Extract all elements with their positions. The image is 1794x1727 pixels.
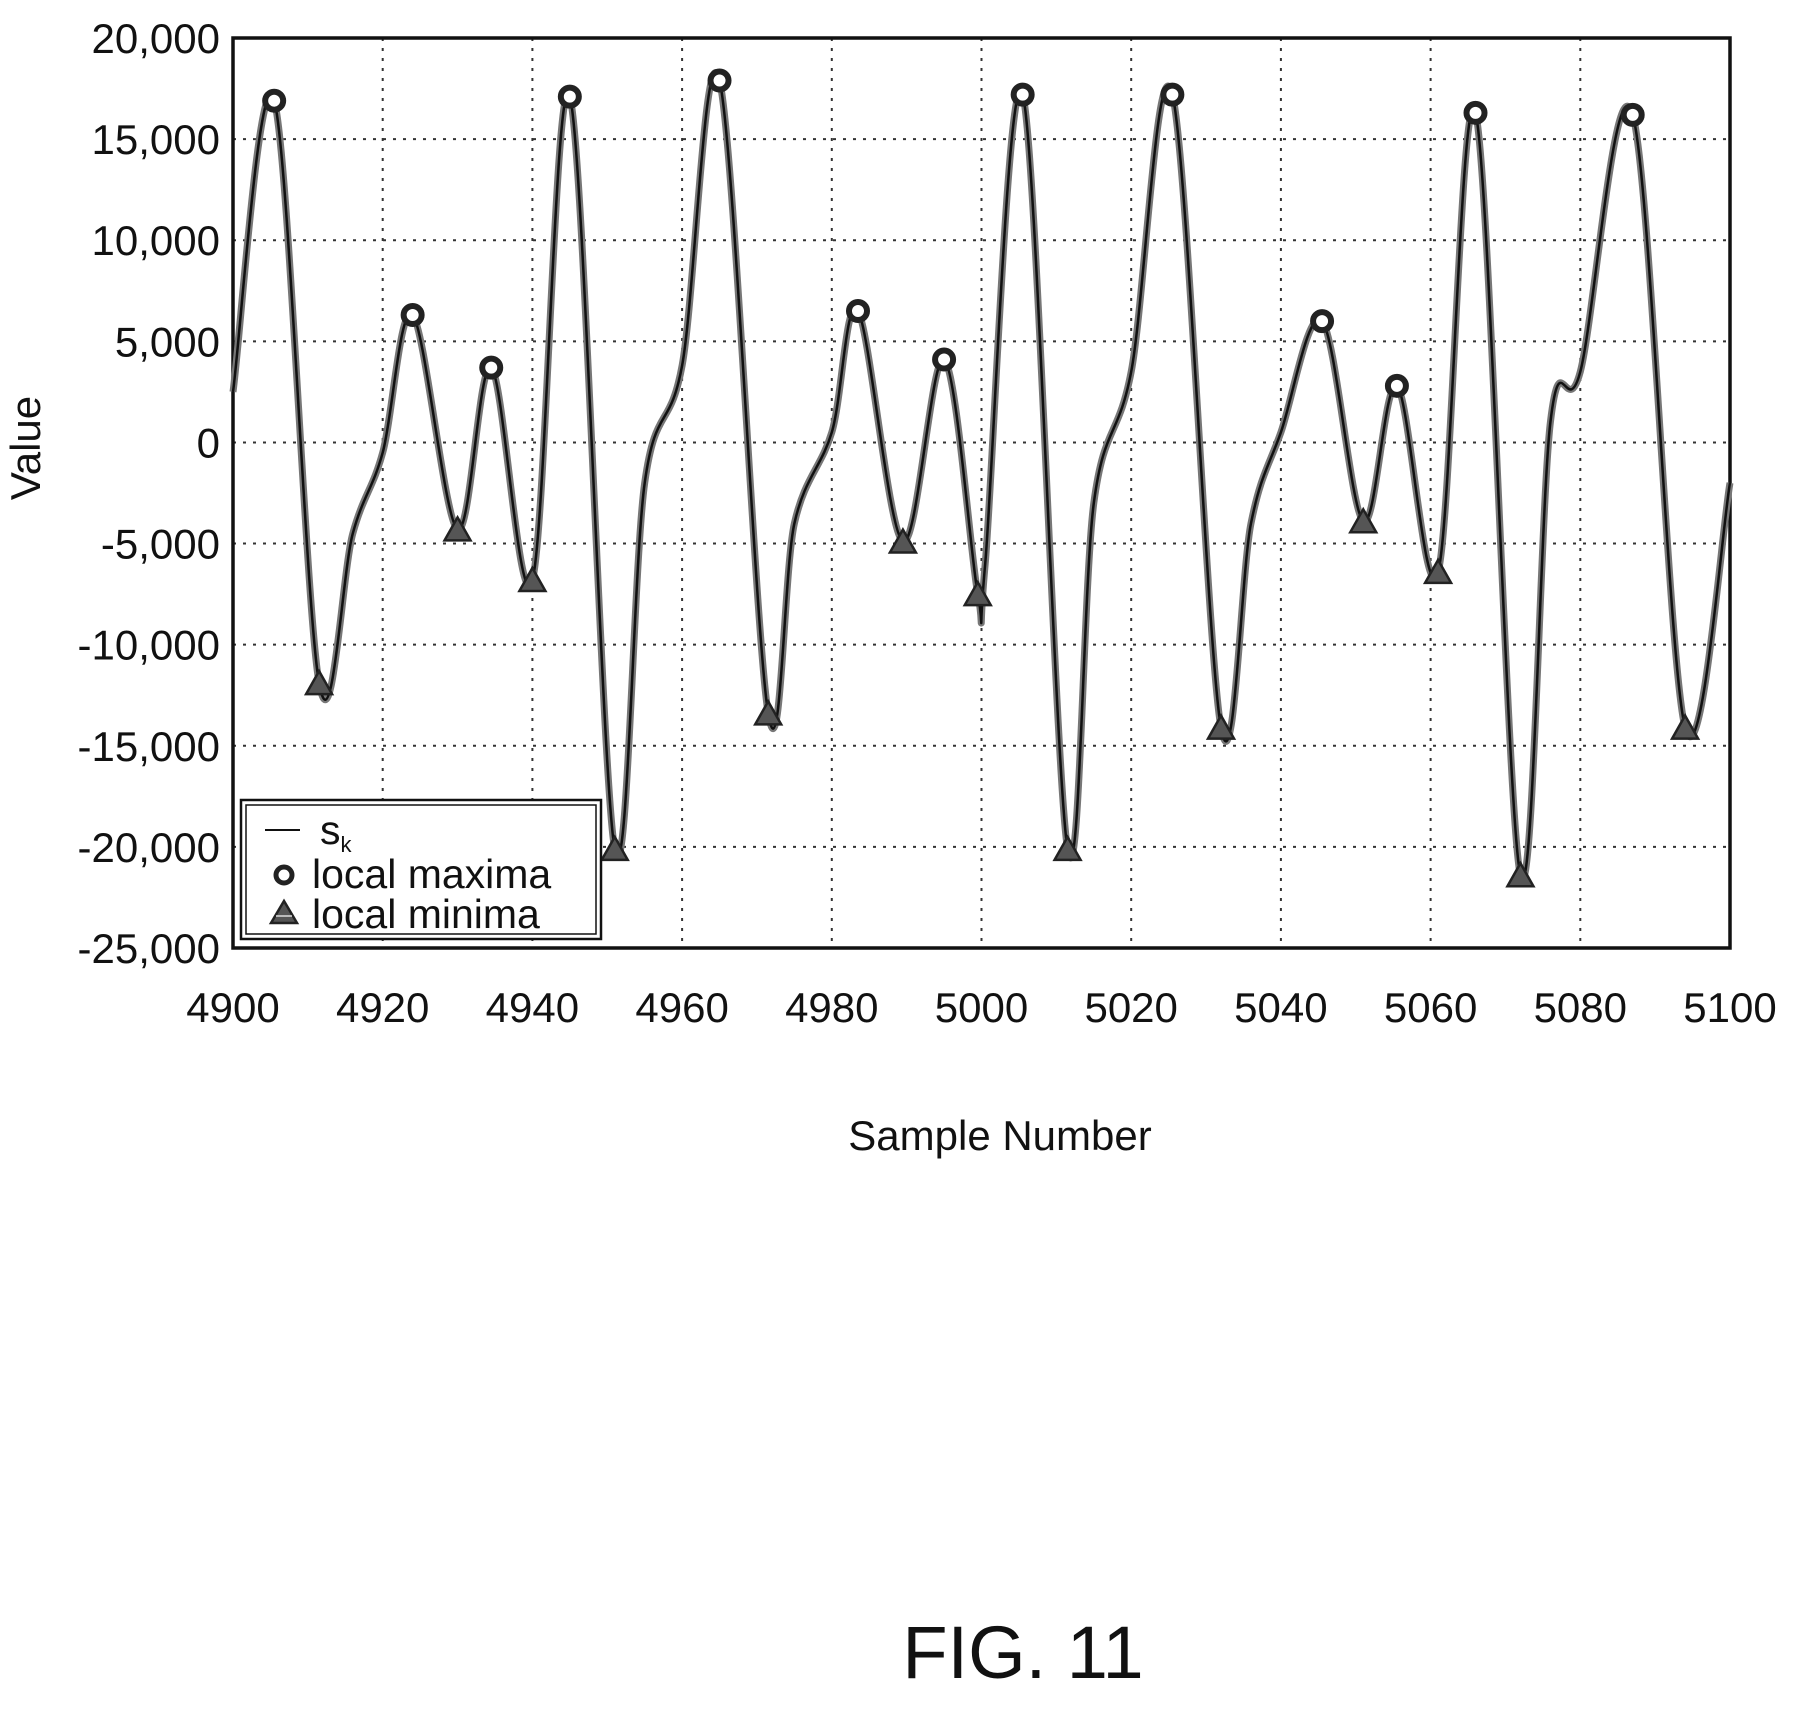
legend-frame-inner xyxy=(245,804,597,935)
local-minimum-marker xyxy=(1052,834,1083,862)
y-axis-title: Value xyxy=(2,396,49,500)
local-maximum-marker xyxy=(1463,100,1488,125)
y-tick-label: 15,000 xyxy=(92,116,220,163)
local-maximum-marker xyxy=(1384,373,1409,398)
local-minimum-marker xyxy=(1422,557,1454,585)
x-tick-label: 5060 xyxy=(1384,984,1477,1031)
local-maximum-marker xyxy=(1620,102,1645,127)
y-tick-label: -25,000 xyxy=(78,925,220,972)
local-minimum-marker xyxy=(517,565,548,593)
y-tick-label: 10,000 xyxy=(92,217,220,264)
tick-labels: 4900 4920 4940 4960 4980 5000 5020 5040 5060 5080… xyxy=(78,15,1777,1031)
x-tick-label: 5000 xyxy=(935,984,1028,1031)
figure-caption: FIG. 11 xyxy=(902,1611,1143,1694)
local-maximum-marker xyxy=(557,84,582,109)
local-maximum-marker xyxy=(262,88,287,113)
y-tick-label: -5,000 xyxy=(101,521,220,568)
legend-label-minima: local minima xyxy=(312,891,540,937)
x-tick-label: 5040 xyxy=(1234,984,1327,1031)
x-axis-title: Sample Number xyxy=(848,1112,1151,1159)
local-maximum-marker xyxy=(479,355,504,380)
x-tick-label: 5100 xyxy=(1683,984,1776,1031)
x-tick-label: 4940 xyxy=(486,984,579,1031)
series-layer xyxy=(229,68,1734,888)
local-minimum-marker xyxy=(887,526,919,554)
local-minimum-marker xyxy=(753,698,784,726)
local-minimum-marker xyxy=(1348,506,1379,534)
x-tick-label: 4900 xyxy=(186,984,279,1031)
local-minimum-marker xyxy=(962,579,993,607)
legend-label-series: sk xyxy=(320,807,353,857)
y-tick-label: -20,000 xyxy=(78,824,220,871)
legend-triangle-marker xyxy=(268,898,300,925)
local-minimum-marker xyxy=(599,834,630,862)
local-minimum-marker xyxy=(1669,713,1701,740)
y-tick-label: 20,000 xyxy=(92,15,220,62)
x-tick-label: 5020 xyxy=(1084,984,1177,1031)
series-line-sk xyxy=(231,71,1732,881)
legend-series-name: s xyxy=(320,807,341,853)
local-maximum-marker xyxy=(1010,82,1035,107)
local-maximum-marker xyxy=(1160,82,1185,107)
y-tick-label: -10,000 xyxy=(78,622,220,669)
local-maximum-marker xyxy=(932,347,957,372)
local-minimum-marker xyxy=(1205,713,1237,740)
local-minimum-marker xyxy=(442,514,473,542)
local-maximum-marker xyxy=(1310,309,1335,334)
grid-lines xyxy=(233,38,1730,948)
x-tick-label: 4980 xyxy=(785,984,878,1031)
legend-label-maxima: local maxima xyxy=(312,851,551,897)
legend-series-subscript: k xyxy=(341,832,353,857)
local-maximum-marker xyxy=(400,303,425,328)
legend-frame-outer xyxy=(239,798,603,941)
y-tick-label: 0 xyxy=(197,419,220,466)
legend: sk local maxima local minima xyxy=(239,798,603,941)
local-minimum-marker xyxy=(1505,860,1536,888)
local-minimum-marker xyxy=(303,668,335,696)
local-maximum-marker xyxy=(845,299,870,323)
legend-circle-marker xyxy=(273,864,295,886)
x-tick-label: 5080 xyxy=(1534,984,1627,1031)
x-tick-label: 4920 xyxy=(336,984,429,1031)
local-maximum-marker xyxy=(707,68,732,93)
y-tick-label: -15,000 xyxy=(78,723,220,770)
y-tick-label: 5,000 xyxy=(115,318,220,365)
x-tick-label: 4960 xyxy=(635,984,728,1031)
